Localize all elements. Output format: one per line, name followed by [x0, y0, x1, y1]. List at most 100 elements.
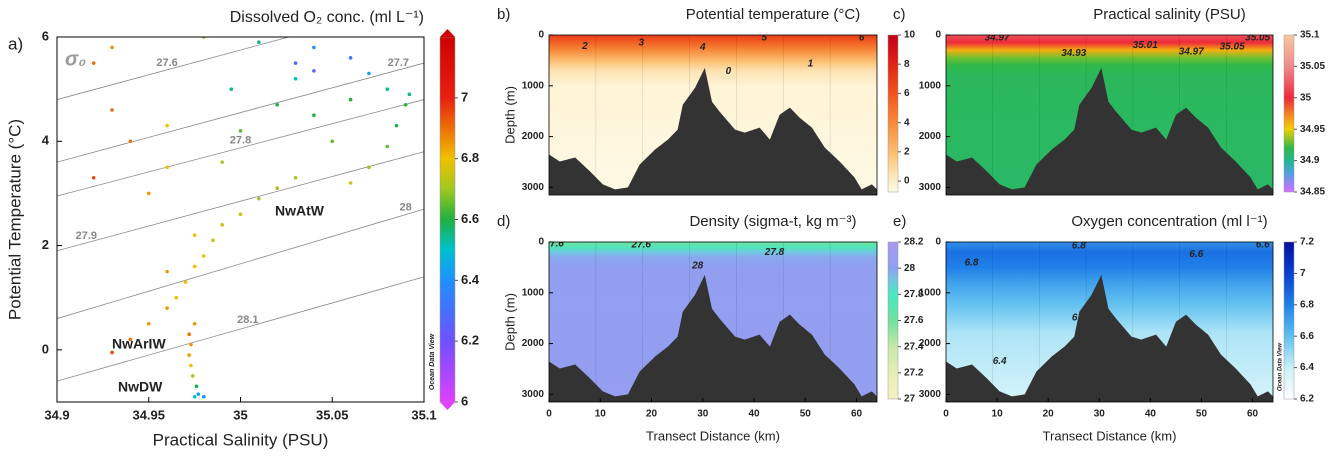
colorbar-tick-label: 0	[904, 176, 910, 187]
colorbar-tick-label: 27.8	[904, 289, 924, 300]
watermark: Ocean Data View	[1278, 343, 1284, 391]
contour-label: 35.05	[1245, 33, 1270, 44]
data-point	[183, 280, 188, 284]
colorbar-tick-label: 34.9	[1300, 155, 1320, 166]
chart-title: Density (sigma-t, kg m⁻³)	[689, 213, 856, 230]
data-point	[385, 87, 390, 91]
x-tick-label: 35.1	[411, 407, 436, 422]
colorbar-tick-label: 7.2	[1300, 237, 1314, 248]
data-point	[220, 160, 224, 164]
y-axis-label: Depth (m)	[502, 86, 517, 144]
colorbar-cap	[440, 29, 455, 37]
isopycnal-label: 27.8	[230, 135, 251, 147]
data-point	[330, 139, 335, 144]
data-point	[194, 384, 199, 389]
data-point	[257, 40, 261, 45]
contour-label: 3	[638, 37, 644, 48]
contour-label: 0	[726, 66, 732, 77]
y-tick-label: 2000	[919, 131, 942, 142]
y-tick-label: 3000	[522, 389, 545, 400]
isopycnal-label: 27.7	[388, 57, 409, 69]
y-tick-label: 0	[538, 237, 544, 248]
isopycnal	[57, 62, 424, 163]
contour-label: 35.05	[1220, 41, 1245, 52]
panel-label: d)	[497, 213, 510, 230]
y-tick-label: 3000	[919, 182, 942, 193]
x-tick-label: 10	[595, 409, 607, 420]
data-point	[165, 165, 169, 170]
plot-frame	[548, 34, 878, 196]
data-point	[91, 175, 96, 180]
contour-label: 6.8	[1072, 241, 1086, 252]
y-tick-label: 1000	[522, 287, 545, 298]
data-point	[312, 113, 316, 118]
contour-label: 28	[691, 261, 704, 272]
colorbar-tick-label: 6	[904, 88, 910, 99]
colorbar-tick-label: 27.6	[904, 315, 924, 326]
colorbar-tick-label: 6.8	[461, 150, 479, 165]
chart-title: Potential temperature (°C)	[686, 6, 860, 23]
x-tick-label: 35.05	[316, 407, 349, 422]
isopycnal	[57, 208, 424, 319]
colorbar-tick-label: 6	[461, 393, 468, 408]
colorbar-tick-label: 35.05	[1300, 61, 1325, 72]
y-tick-label: 1000	[919, 80, 942, 91]
colorbar-tick-label: 35.1	[1300, 30, 1320, 41]
colorbar-tick-label: 10	[904, 30, 916, 41]
y-tick-label: 1000	[522, 80, 545, 91]
data-point	[312, 45, 316, 50]
data-point	[189, 363, 193, 368]
data-point	[110, 45, 114, 50]
data-point	[202, 254, 206, 258]
data-point	[367, 71, 371, 76]
data-point	[257, 196, 261, 201]
colorbar-tick-label: 7	[461, 89, 468, 104]
y-axis-label: Potential Temperature (°C)	[5, 119, 24, 320]
data-point	[165, 269, 169, 274]
data-point	[238, 212, 243, 217]
contour-label: 6.8	[965, 257, 979, 268]
contour-label: 6.6	[1256, 240, 1270, 251]
bathymetry	[946, 274, 1273, 402]
water-mass-label: NwDW	[118, 379, 163, 395]
colorbar	[887, 34, 899, 193]
data-point	[128, 139, 133, 144]
isopycnal-label: 28	[400, 201, 412, 213]
y-tick-label: 0	[935, 237, 941, 248]
data-point	[367, 165, 371, 170]
x-axis-label: Transect Distance (km)	[646, 428, 780, 443]
data-point	[293, 175, 298, 180]
colorbar-tick-label: 6.4	[461, 272, 480, 287]
bathymetry	[946, 67, 1273, 195]
data-point	[407, 92, 412, 97]
x-tick-label: 10	[992, 409, 1004, 420]
contour-label: 6.6	[1189, 249, 1203, 260]
colorbar-tick-label: 28	[904, 263, 916, 274]
data-point	[220, 222, 224, 227]
data-point	[110, 350, 114, 355]
contour-label: 27.6	[543, 239, 564, 250]
contour-label: 4	[699, 42, 706, 53]
data-point	[187, 353, 191, 357]
x-axis-label: Practical Salinity (PSU)	[153, 430, 329, 449]
isopycnal	[57, 99, 424, 197]
y-tick-label: 2000	[919, 338, 942, 349]
x-tick-label: 20	[1043, 409, 1055, 420]
y-tick-label: 3000	[919, 389, 942, 400]
data-point	[229, 87, 234, 91]
colorbar	[887, 241, 899, 400]
colorbar-tick-label: 28.2	[904, 237, 924, 248]
data-point	[348, 56, 353, 60]
y-tick-label: 6	[42, 28, 49, 43]
contour-label: 5	[761, 33, 767, 44]
x-tick-label: 30	[697, 409, 709, 420]
data-point	[146, 191, 151, 196]
y-axis-label: Depth (m)	[502, 293, 517, 351]
y-tick-label: 0	[42, 341, 49, 356]
isopycnal-symbol: σ₀	[65, 48, 86, 70]
y-tick-label: 1000	[919, 287, 942, 298]
contour-label: 6	[859, 33, 865, 44]
isopycnal-label: 27.9	[76, 230, 97, 242]
chart-title: Oxygen concentration (ml l⁻¹)	[1071, 213, 1267, 230]
